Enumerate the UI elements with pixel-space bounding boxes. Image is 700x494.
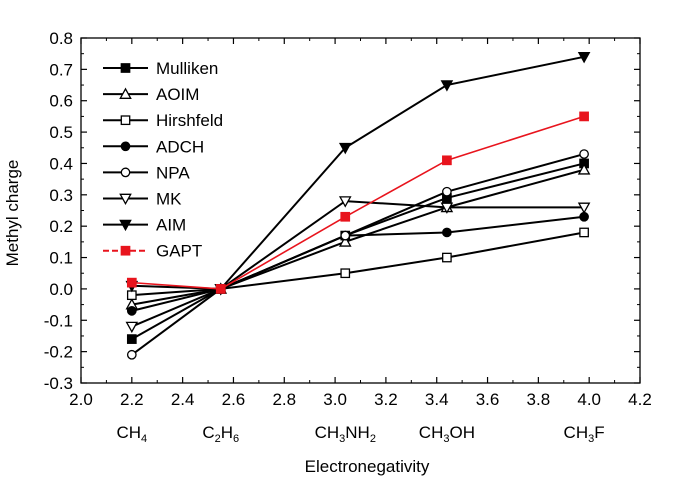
molecule-label: CH3OH [419,423,475,445]
x-tick-label: 3.4 [425,390,449,409]
legend-item-hirshfeld: Hirshfeld [103,111,223,130]
legend-marker-npa [120,167,131,178]
data-point-npa [340,230,351,241]
axes: 2.0 2.2 2.4 2.6 2.8 3.0 3.2 3.4 3.6 3.8 4.0 4.2 -0.3… [44,29,652,445]
y-tick-label: -0.2 [44,343,73,362]
x-tick-label: 3.6 [476,390,500,409]
legend-item-mulliken: Mulliken [103,59,218,78]
legend-label-mk: MK [156,190,182,209]
molecule-label: CH3F [564,423,605,445]
x-tick-label: 3.2 [374,390,398,409]
legend-label-hirshfeld: Hirshfeld [156,111,223,130]
legend-marker-mk [119,193,132,206]
legend-item-adch: ADCH [103,137,204,156]
y-tick-label: 0.3 [49,186,73,205]
molecule-label: CH4 [116,423,147,445]
y-tick-label: -0.1 [44,311,73,330]
legend-item-npa: NPA [103,163,190,182]
series-mk [125,196,591,334]
legend-item-aim: AIM [103,216,186,235]
y-tick-label: 0.4 [49,154,73,173]
data-point-mk [338,196,352,208]
y-tick-label: 0.6 [49,92,73,111]
data-point-aim [440,80,454,92]
x-tick-label: 2.8 [272,390,296,409]
legend-marker-adch [120,141,131,152]
data-point-gapt [579,111,589,122]
x-axis-title: Electronegativity [305,457,430,476]
y-tick-label: 0.2 [49,217,73,236]
x-tick-label: 2.6 [222,390,246,409]
x-tick-label: 4.2 [628,390,652,409]
legend-marker-mulliken [120,63,131,73]
legend-marker-aim [119,219,132,232]
data-point-gapt [442,155,452,166]
data-point-gapt [126,277,137,288]
y-tick-label: 0.8 [49,29,73,48]
y-tick-label: 0.7 [49,60,73,79]
series-line-mk [131,200,585,328]
data-point-adch [442,227,452,238]
data-point-hirshfeld [340,268,351,279]
data-point-hirshfeld [579,227,589,238]
legend: Mulliken AOIM Hirshfeld ADCH NPA MK AIM GAPT [103,59,223,261]
x-tick-label: 2.2 [120,390,144,409]
data-point-mulliken [126,334,137,344]
legend-item-aoim: AOIM [103,85,199,104]
data-point-hirshfeld [442,252,452,263]
x-tick-label: 2.0 [69,390,93,409]
y-tick-label: 0.1 [49,249,73,268]
legend-marker-hirshfeld [120,115,131,126]
data-point-gapt [215,284,226,294]
legend-label-adch: ADCH [156,137,204,156]
data-point-gapt [340,211,351,222]
legend-label-mulliken: Mulliken [156,59,218,78]
data-point-mk [577,202,591,214]
legend-marker-gapt [120,245,131,256]
x-tick-label: 3.0 [323,390,347,409]
legend-label-aim: AIM [156,216,186,235]
data-point-aim [577,51,591,64]
y-tick-label: 0.0 [49,280,73,299]
series-layer [125,51,591,360]
series-gapt [126,111,589,294]
data-point-npa [126,349,137,360]
data-point-adch [126,306,137,316]
y-tick-label: 0.5 [49,123,73,142]
data-point-npa [442,186,452,197]
legend-label-npa: NPA [156,163,190,182]
series-line-aoim [131,168,585,306]
x-tick-label: 2.4 [171,390,195,409]
data-point-aoim [338,235,352,247]
data-point-mk [125,321,139,334]
molecule-label: C2H6 [202,423,239,445]
legend-item-mk: MK [103,190,182,209]
y-tick-label: -0.3 [44,374,73,393]
legend-label-aoim: AOIM [156,85,199,104]
data-point-mk [440,202,454,214]
legend-marker-aoim [119,87,132,99]
y-axis-title: Methyl charge [3,160,22,267]
legend-label-gapt: GAPT [156,242,202,261]
x-tick-label: 4.0 [577,390,601,409]
legend-item-gapt: GAPT [103,242,202,261]
data-point-npa [579,149,589,159]
molecule-label: CH3NH2 [315,423,376,445]
data-point-aim [338,142,352,155]
x-tick-label: 3.8 [527,390,551,409]
data-point-aoim [577,163,591,175]
